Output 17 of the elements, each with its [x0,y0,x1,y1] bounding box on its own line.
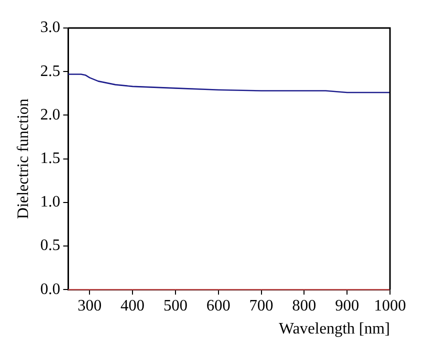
x-tick-label: 700 [249,297,274,314]
x-tick-label: 300 [78,297,102,314]
x-tick-label: 400 [120,297,145,314]
x-tick-label: 500 [163,297,188,314]
x-tick-label: 1000 [374,297,406,314]
y-tick-label: 3.0 [40,19,60,36]
x-tick-label: 900 [335,297,360,314]
y-tick-label: 2.0 [40,106,60,124]
y-tick-label: 0.5 [40,237,60,254]
y-tick-label: 0.0 [40,280,60,298]
x-tick-label: 600 [206,297,230,314]
y-tick-label: 1.5 [40,150,60,168]
y-axis-title: Dielectric function [14,98,32,219]
x-axis-title: Wavelength [nm] [278,320,390,338]
x-tick-label: 800 [292,297,316,314]
y-tick-label: 2.5 [40,62,60,80]
y-tick-label: 1.0 [40,194,60,211]
